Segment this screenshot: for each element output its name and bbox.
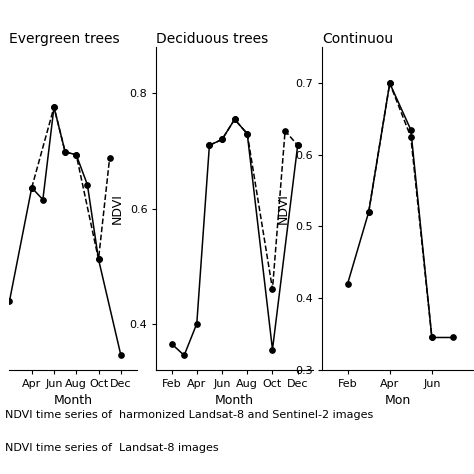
X-axis label: Month: Month xyxy=(54,394,93,407)
Text: NDVI time series of  Landsat-8 images: NDVI time series of Landsat-8 images xyxy=(5,443,219,453)
X-axis label: Mon: Mon xyxy=(385,394,411,407)
X-axis label: Month: Month xyxy=(215,394,254,407)
Y-axis label: NDVI: NDVI xyxy=(277,193,290,224)
Text: Evergreen trees: Evergreen trees xyxy=(9,32,120,46)
Text: Deciduous trees: Deciduous trees xyxy=(156,32,269,46)
Y-axis label: NDVI: NDVI xyxy=(111,193,124,224)
Text: Continuou: Continuou xyxy=(322,32,393,46)
Text: NDVI time series of  harmonized Landsat-8 and Sentinel-2 images: NDVI time series of harmonized Landsat-8… xyxy=(5,410,373,420)
